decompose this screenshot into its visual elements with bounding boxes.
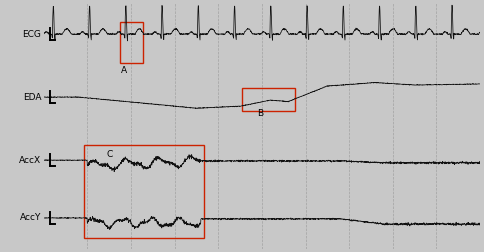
Bar [84,145,204,238]
Bar [242,88,294,111]
Text: AccY: AccY [20,213,41,223]
Text: C: C [106,150,113,159]
Text: A: A [121,66,127,75]
Text: ECG: ECG [23,29,41,39]
Text: AccX: AccX [19,156,41,165]
Text: B: B [256,109,262,118]
Text: EDA: EDA [23,92,41,102]
Bar [120,22,143,63]
